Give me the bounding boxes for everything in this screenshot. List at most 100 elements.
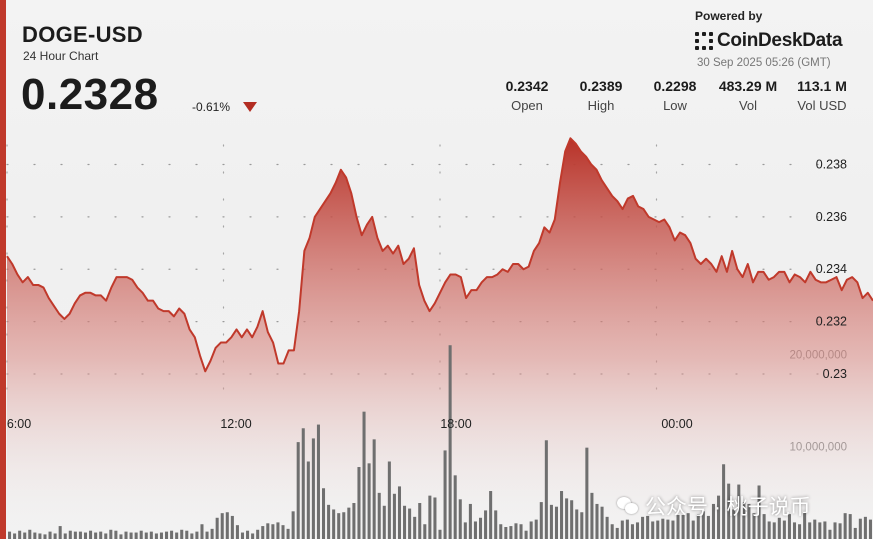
volume-bar — [473, 521, 477, 539]
volume-bar — [261, 526, 265, 539]
volume-bar — [868, 519, 872, 539]
volume-bar — [190, 533, 194, 539]
volume-bar — [833, 522, 837, 539]
volume-bar — [727, 483, 731, 539]
volume-bar — [828, 529, 832, 539]
volume-bar — [539, 502, 543, 539]
stat-vol-usd: 113.1 M Vol USD — [782, 78, 862, 113]
volume-bar — [443, 450, 447, 539]
volume-bar — [38, 533, 42, 539]
brand-name: CoinDeskData — [717, 30, 843, 51]
volume-bar — [240, 532, 245, 539]
volume-bar — [94, 532, 98, 539]
volume-bar — [448, 345, 452, 539]
volume-bar — [129, 532, 133, 539]
volume-bar — [43, 534, 47, 539]
stat-label: High — [587, 98, 615, 113]
volume-bar — [641, 516, 645, 539]
current-price: 0.2328 — [21, 70, 159, 119]
volume-bar — [803, 511, 807, 539]
stat-vol: 483.29 M Vol — [708, 78, 788, 113]
powered-by-label: Powered by — [695, 9, 763, 23]
volume-bar — [610, 524, 614, 539]
time-tick-label: 6:00 — [7, 417, 31, 431]
symbol-title: DOGE-USD — [22, 22, 143, 47]
stat-low: 0.2298 Low — [635, 78, 715, 113]
volume-bar — [590, 492, 594, 539]
volume-bar — [347, 507, 351, 539]
volume-bar — [408, 508, 412, 539]
volume-bar — [554, 506, 558, 539]
volume-bar — [53, 533, 57, 539]
time-tick-label: 18:00 — [440, 417, 471, 431]
volume-bar — [823, 521, 827, 539]
volume-bar — [691, 520, 695, 539]
volume-bar — [595, 503, 599, 539]
stat-label: Low — [663, 98, 687, 113]
stat-value: 0.2298 — [653, 78, 697, 94]
volume-bar — [13, 533, 17, 539]
volume-bar — [838, 523, 842, 539]
volume-bar — [154, 533, 158, 539]
volume-bar — [468, 503, 472, 539]
stat-open: 0.2342 Open — [487, 78, 567, 113]
volume-bar — [109, 529, 113, 539]
volume-bar — [357, 467, 361, 539]
stat-value: 0.2342 — [505, 78, 549, 94]
volume-bars — [8, 345, 872, 539]
stat-value: 113.1 M — [797, 78, 847, 94]
volume-bar — [225, 512, 229, 539]
volume-bar — [276, 522, 280, 539]
volume-bar — [676, 515, 680, 539]
volume-bar — [848, 514, 852, 539]
volume-bar — [332, 509, 336, 539]
volume-bar — [438, 529, 442, 539]
volume-bar — [423, 524, 427, 539]
stat-label: Vol — [738, 98, 758, 113]
volume-bar — [200, 524, 204, 539]
volume-bar — [625, 519, 629, 539]
volume-bar — [433, 497, 437, 539]
volume-bar — [382, 505, 386, 539]
volume-bar — [104, 533, 108, 539]
volume-bar — [747, 503, 751, 539]
volume-bar — [185, 530, 189, 539]
volume-bar — [124, 531, 128, 539]
volume-bar — [544, 440, 548, 539]
volume-bar — [392, 493, 396, 539]
volume-bar — [165, 531, 169, 539]
volume-bar — [681, 515, 685, 539]
volume-bar — [316, 424, 320, 539]
volume-bar — [271, 524, 275, 539]
price-tick-label: 0.23 — [823, 367, 847, 381]
price-tick-label: 0.238 — [816, 158, 847, 172]
chart-subtitle: 24 Hour Chart — [23, 49, 99, 63]
volume-bar — [286, 528, 290, 539]
volume-bar — [291, 511, 295, 539]
volume-bar — [458, 499, 462, 539]
volume-bar — [524, 530, 528, 539]
volume-bar — [615, 527, 619, 539]
stat-label: Open — [511, 98, 543, 113]
volume-bar — [722, 464, 726, 539]
volume-bar — [762, 514, 766, 539]
volume-bar — [48, 531, 52, 539]
volume-bar — [256, 529, 260, 539]
down-arrow-icon — [243, 102, 257, 112]
price-line — [6, 137, 873, 373]
volume-bar — [8, 531, 12, 539]
volume-bar — [798, 524, 802, 539]
volume-bar — [337, 513, 341, 539]
volume-bar — [752, 513, 756, 539]
volume-bar — [83, 532, 88, 539]
volume-bar — [372, 439, 376, 539]
volume-bar — [818, 522, 822, 539]
volume-bar — [711, 503, 715, 539]
brand-logo: CoinDeskData — [695, 28, 843, 54]
time-tick-label: 00:00 — [661, 417, 692, 431]
volume-bar — [529, 521, 533, 539]
volume-bar — [327, 504, 331, 539]
volume-bar — [706, 515, 710, 539]
